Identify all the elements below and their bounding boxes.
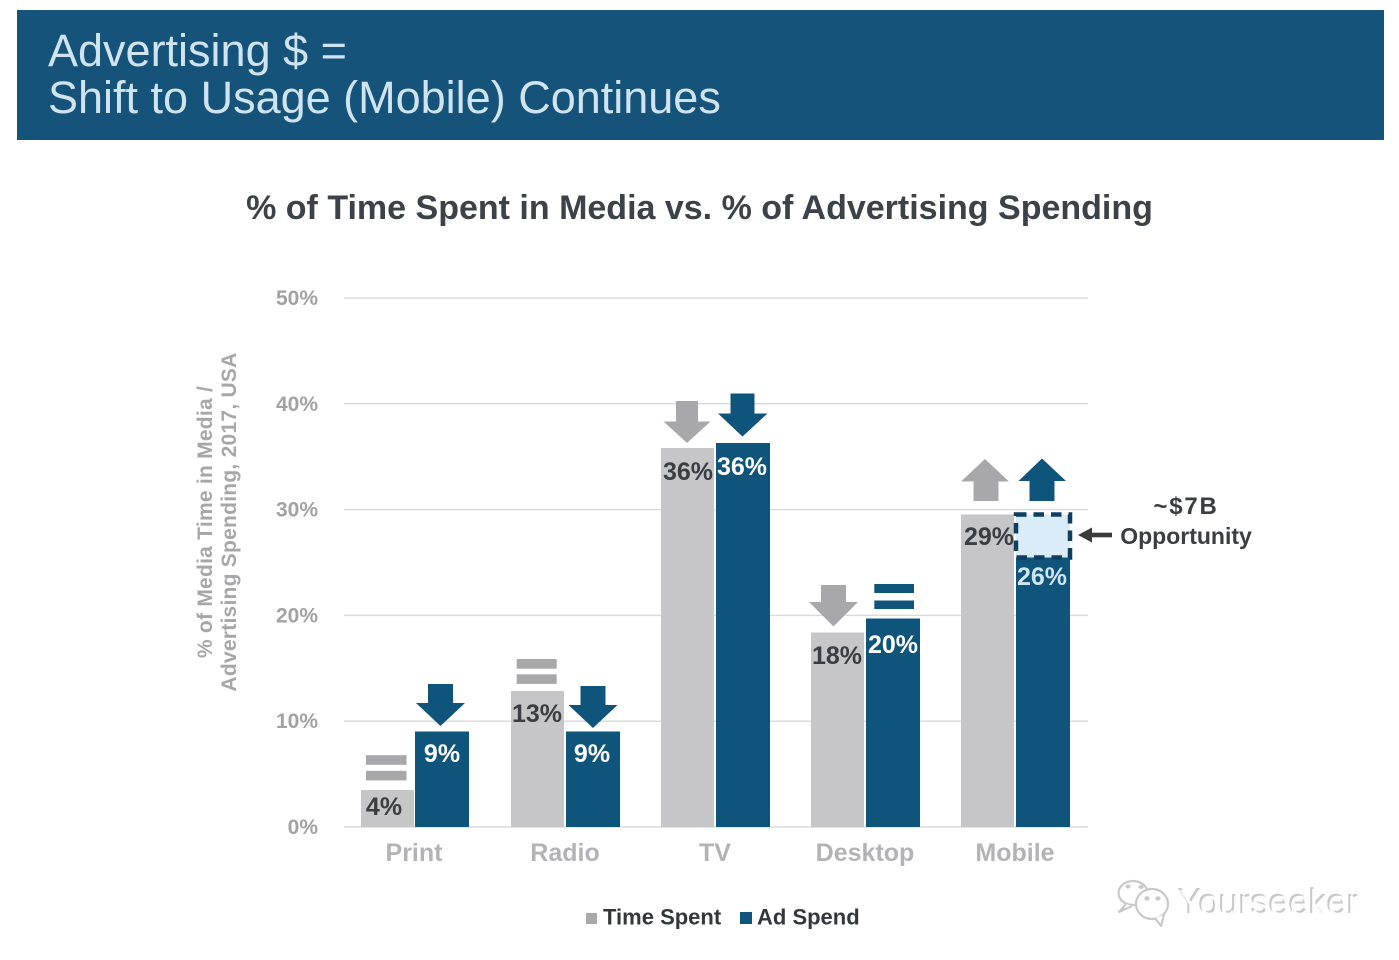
svg-text:Ad Spend: Ad Spend (757, 905, 860, 930)
svg-text:Mobile: Mobile (975, 839, 1054, 867)
svg-text:20%: 20% (868, 631, 918, 659)
svg-text:4%: 4% (366, 793, 402, 821)
svg-text:40%: 40% (276, 393, 318, 416)
svg-text:20%: 20% (276, 604, 318, 627)
svg-text:10%: 10% (276, 710, 318, 733)
svg-text:9%: 9% (574, 740, 610, 768)
svg-text:18%: 18% (812, 642, 862, 670)
svg-text:Advertising Spending, 2017, US: Advertising Spending, 2017, USA (218, 352, 241, 691)
svg-text:36%: 36% (663, 458, 713, 486)
svg-text:Radio: Radio (530, 839, 599, 867)
svg-text:50%: 50% (276, 287, 318, 310)
svg-text:26%: 26% (1017, 563, 1067, 591)
svg-text:9%: 9% (424, 740, 460, 768)
svg-text:TV: TV (699, 839, 731, 867)
svg-text:Time Spent: Time Spent (603, 905, 722, 930)
svg-text:Opportunity: Opportunity (1120, 523, 1252, 549)
svg-text:Yourseeker: Yourseeker (1177, 880, 1358, 921)
svg-text:13%: 13% (512, 700, 562, 728)
svg-text:36%: 36% (717, 453, 767, 481)
svg-text:% of Media Time in Media /: % of Media Time in Media / (194, 386, 217, 658)
svg-text:0%: 0% (288, 816, 319, 839)
svg-text:Desktop: Desktop (816, 839, 915, 867)
svg-text:Yourseeker: Yourseeker (1179, 882, 1360, 923)
svg-text:30%: 30% (276, 499, 318, 522)
svg-text:~$7B: ~$7B (1153, 493, 1218, 520)
svg-text:Print: Print (386, 839, 444, 867)
svg-text:29%: 29% (964, 523, 1014, 551)
